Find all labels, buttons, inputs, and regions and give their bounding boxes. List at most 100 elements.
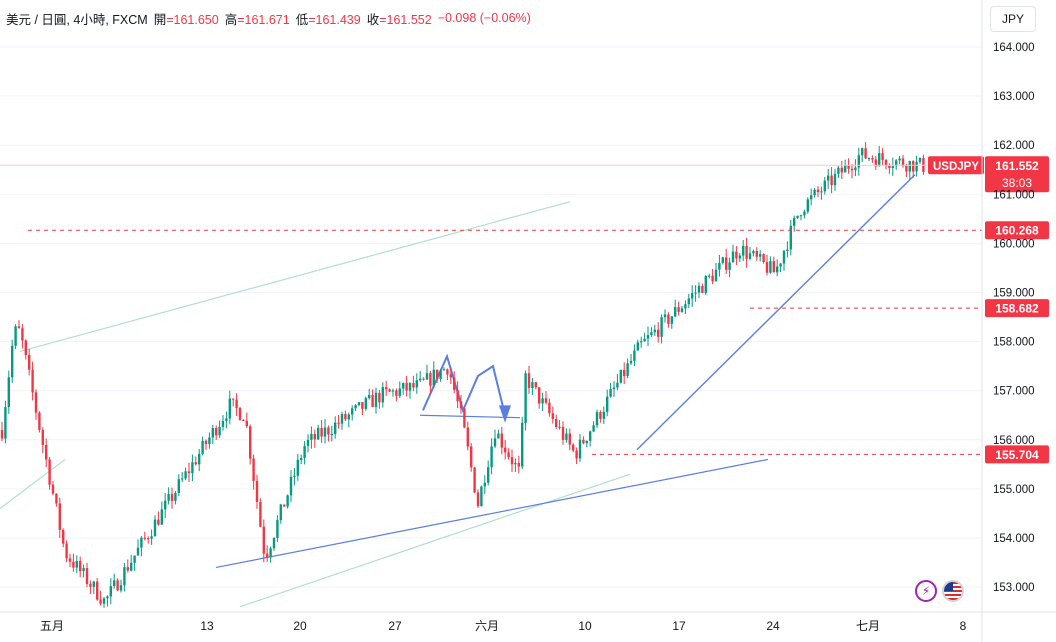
candle-body[interactable] <box>504 447 507 453</box>
candle-body[interactable] <box>572 444 575 451</box>
candle-body[interactable] <box>844 165 847 173</box>
candle-body[interactable] <box>575 450 578 459</box>
candle-body[interactable] <box>330 433 333 435</box>
candle-body[interactable] <box>140 537 143 548</box>
price-axis[interactable]: 153.000 154.000 155.000 156.000 157.000 158.0… <box>981 0 1035 642</box>
candle-body[interactable] <box>368 394 371 399</box>
candle-body[interactable] <box>742 245 745 256</box>
candle-body[interactable] <box>602 411 605 419</box>
candle-body[interactable] <box>629 360 633 364</box>
candle-body[interactable] <box>218 426 221 436</box>
candle-body[interactable] <box>232 398 235 400</box>
candle-body[interactable] <box>748 253 752 259</box>
candle-body[interactable] <box>385 387 388 390</box>
candle-body[interactable] <box>364 398 367 409</box>
candle-body[interactable] <box>170 494 174 501</box>
candle-body[interactable] <box>592 425 595 432</box>
candle-body[interactable] <box>854 167 857 171</box>
candle-body[interactable] <box>429 373 432 386</box>
candle-body[interactable] <box>136 547 140 556</box>
candle-body[interactable] <box>636 342 639 351</box>
candle-body[interactable] <box>72 561 75 568</box>
candle-body[interactable] <box>68 558 72 562</box>
candle-body[interactable] <box>130 562 133 571</box>
candle-body[interactable] <box>711 275 714 282</box>
candle-body[interactable] <box>164 500 167 510</box>
candle-body[interactable] <box>300 458 303 460</box>
candle-body[interactable] <box>810 195 813 200</box>
candle-body[interactable] <box>317 427 320 440</box>
candle-body[interactable] <box>65 543 68 559</box>
candle-body[interactable] <box>585 440 588 444</box>
candle-body[interactable] <box>490 446 493 468</box>
candle-body[interactable] <box>558 426 561 428</box>
candle-body[interactable] <box>660 317 663 337</box>
candle-body[interactable] <box>694 292 697 294</box>
candle-body[interactable] <box>453 377 456 390</box>
candle-body[interactable] <box>351 408 354 415</box>
candle-body[interactable] <box>721 257 724 263</box>
candle-body[interactable] <box>901 158 905 166</box>
candle-body[interactable] <box>745 245 748 259</box>
candle-body[interactable] <box>677 307 680 312</box>
candle-body[interactable] <box>762 254 765 263</box>
candle-body[interactable] <box>878 153 881 167</box>
candle-body[interactable] <box>405 382 408 391</box>
candle-body[interactable] <box>123 567 126 586</box>
candle-body[interactable] <box>215 428 218 436</box>
candle-body[interactable] <box>7 377 10 408</box>
candle-body[interactable] <box>830 175 833 186</box>
candle-body[interactable] <box>198 453 201 465</box>
candle-body[interactable] <box>160 509 163 525</box>
candle-body[interactable] <box>626 363 629 377</box>
candle-body[interactable] <box>701 286 704 293</box>
candle-body[interactable] <box>765 262 769 273</box>
candle-body[interactable] <box>208 437 211 445</box>
candle-body[interactable] <box>524 373 527 423</box>
candle-body[interactable] <box>820 191 823 193</box>
candle-body[interactable] <box>310 433 313 440</box>
symbol-title[interactable]: 美元 / 日圓, 4小時, FXCM <box>6 12 148 27</box>
us-flag-icon[interactable] <box>942 580 964 602</box>
candle-body[interactable] <box>14 326 17 346</box>
candle-body[interactable] <box>225 418 228 421</box>
candle-body[interactable] <box>884 159 888 166</box>
candle-body[interactable] <box>354 405 357 409</box>
lightning-icon[interactable]: ⚡ <box>915 580 937 602</box>
candle-body[interactable] <box>864 148 867 159</box>
candle-body[interactable] <box>425 373 429 380</box>
candle-body[interactable] <box>334 422 337 434</box>
candle-body[interactable] <box>568 433 571 445</box>
candle-body[interactable] <box>116 580 119 591</box>
candle-body[interactable] <box>493 438 497 447</box>
candle-body[interactable] <box>544 398 548 403</box>
candle-body[interactable] <box>75 560 78 568</box>
candle-body[interactable] <box>48 459 51 485</box>
candle-body[interactable] <box>211 428 214 438</box>
candle-body[interactable] <box>89 584 92 587</box>
candle-body[interactable] <box>684 304 687 309</box>
candle-body[interactable] <box>55 493 58 504</box>
candle-body[interactable] <box>79 560 82 572</box>
candle-body[interactable] <box>249 426 252 459</box>
candle-body[interactable] <box>881 153 884 160</box>
candle-body[interactable] <box>439 370 442 379</box>
candle-body[interactable] <box>595 412 599 426</box>
candle-body[interactable] <box>102 598 106 604</box>
candle-body[interactable] <box>106 596 109 599</box>
candle-body[interactable] <box>262 526 265 554</box>
candle-body[interactable] <box>303 445 306 459</box>
candle-body[interactable] <box>391 390 395 392</box>
candle-body[interactable] <box>704 276 707 293</box>
candle-body[interactable] <box>640 341 643 343</box>
candle-body[interactable] <box>612 387 616 390</box>
candle-body[interactable] <box>143 537 146 539</box>
candle-body[interactable] <box>833 173 837 186</box>
candle-body[interactable] <box>381 387 384 403</box>
candle-body[interactable] <box>470 446 473 468</box>
candle-body[interactable] <box>126 567 129 571</box>
candle-body[interactable] <box>606 396 609 412</box>
time-axis[interactable]: 五月 13 20 27 六月 10 17 24 七月 8 <box>0 611 1056 633</box>
candle-body[interactable] <box>670 316 673 324</box>
candle-body[interactable] <box>551 413 554 419</box>
